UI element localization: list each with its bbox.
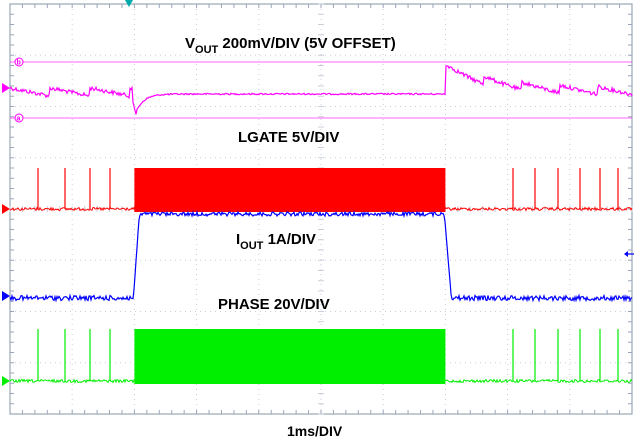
vout-ref-marker-b	[14, 57, 24, 67]
phase-waveform-switching-band	[134, 329, 446, 384]
vout-ref-marker-a	[14, 113, 24, 123]
vout-channel-marker	[2, 83, 10, 93]
iout-waveform	[9, 209, 633, 303]
phase-channel-marker	[2, 376, 10, 386]
lgate-waveform-switching-band	[134, 168, 446, 212]
trigger-level-arrow-head	[624, 251, 628, 257]
lgate-channel-marker	[2, 204, 10, 214]
vout-label: VOUT 200mV/DIV (5V OFFSET)	[185, 35, 396, 56]
vout-ref-marker-label: b	[17, 60, 21, 67]
x-axis-label: 1ms/DIV	[287, 423, 343, 439]
lgate-waveform	[9, 168, 633, 212]
trigger-position-marker	[125, 0, 133, 7]
vout-waveform	[9, 65, 633, 115]
iout-label: IOUT 1A/DIV	[236, 231, 316, 252]
waveform-traces	[9, 61, 633, 384]
channel-markers: ba	[2, 0, 634, 386]
lgate-label: LGATE 5V/DIV	[238, 129, 339, 146]
vout-ref-marker-label: a	[17, 116, 21, 123]
phase-label: PHASE 20V/DIV	[218, 296, 330, 313]
trigger-level-arrow	[624, 251, 634, 257]
phase-waveform	[9, 329, 633, 384]
iout-channel-marker	[2, 291, 10, 301]
